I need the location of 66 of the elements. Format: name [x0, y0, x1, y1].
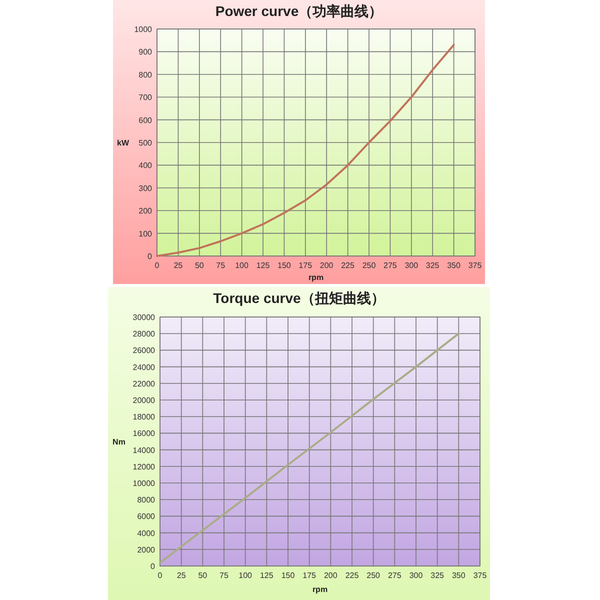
x-tick-label: 25 [174, 261, 184, 270]
y-tick-label: 26000 [132, 346, 156, 356]
y-tick-label: 28000 [132, 330, 156, 339]
x-tick-label: 175 [298, 261, 313, 270]
y-tick-label: 24000 [132, 362, 156, 372]
y-tick-label: 4000 [137, 528, 156, 538]
y-tick-label: 400 [138, 161, 153, 170]
y-tick-label: 14000 [132, 446, 156, 455]
x-tick-label: 200 [324, 571, 338, 580]
x-tick-label: 75 [216, 261, 226, 270]
y-tick-label: 6000 [137, 512, 156, 522]
x-tick-label: 350 [447, 261, 462, 270]
y-tick-label: 1000 [134, 25, 153, 34]
y-tick-label: 900 [138, 48, 153, 57]
x-tick-label: 375 [468, 261, 482, 270]
y-tick-label: 200 [138, 206, 153, 216]
y-tick-label: 2000 [137, 545, 156, 554]
line-series [159, 332, 460, 564]
x-tick-label: 150 [278, 261, 292, 270]
x-tick-label: 125 [256, 261, 270, 270]
x-tick-label: 275 [388, 571, 402, 580]
x-tick-label: 100 [238, 571, 253, 580]
y-tick-label: 10000 [132, 479, 156, 488]
y-tick-label: 100 [138, 229, 153, 238]
y-tick-label: 300 [138, 184, 153, 193]
chart-title: Power curve（功率曲线） [215, 3, 383, 19]
y-tick-label: 30000 [132, 313, 156, 322]
chart-title: Torque curve（扭矩曲线） [213, 290, 385, 306]
x-tick-label: 0 [158, 571, 163, 580]
x-axis-title: rpm [308, 273, 324, 282]
x-axis-title: rpm [312, 585, 328, 594]
x-tick-label: 50 [194, 261, 204, 270]
x-tick-label: 225 [345, 571, 360, 580]
x-tick-label: 225 [341, 261, 356, 270]
y-tick-label: 22000 [132, 379, 156, 388]
y-tick-label: 0 [150, 562, 156, 571]
x-tick-label: 250 [366, 571, 381, 580]
x-tick-label: 325 [426, 261, 440, 270]
y-tick-label: 8000 [137, 496, 156, 505]
x-tick-label: 200 [320, 261, 334, 270]
y-axis-title: kW [117, 138, 130, 148]
y-tick-label: 800 [138, 70, 153, 80]
x-tick-label: 150 [281, 571, 296, 580]
y-tick-label: 18000 [132, 412, 156, 422]
x-tick-label: 75 [220, 571, 229, 580]
y-tick-label: 16000 [132, 429, 156, 438]
x-tick-label: 125 [260, 571, 274, 580]
y-tick-label: 600 [138, 116, 153, 125]
y-tick-label: 500 [138, 138, 153, 148]
x-tick-label: 250 [362, 261, 376, 270]
y-tick-label: 12000 [132, 462, 156, 472]
x-tick-label: 100 [235, 261, 250, 270]
x-tick-label: 375 [473, 571, 488, 580]
x-tick-label: 300 [404, 261, 419, 270]
x-tick-label: 275 [384, 261, 398, 270]
x-tick-label: 175 [302, 571, 317, 580]
x-tick-label: 50 [198, 571, 208, 580]
x-tick-label: 350 [452, 571, 466, 580]
x-tick-label: 25 [176, 571, 186, 580]
x-tick-label: 325 [430, 571, 445, 580]
y-tick-label: 700 [138, 93, 153, 102]
y-tick-label: 20000 [132, 396, 156, 405]
line-series [156, 44, 455, 257]
y-tick-label: 0 [148, 252, 153, 261]
x-tick-label: 300 [409, 571, 424, 580]
y-axis-title: Nm [112, 438, 126, 446]
